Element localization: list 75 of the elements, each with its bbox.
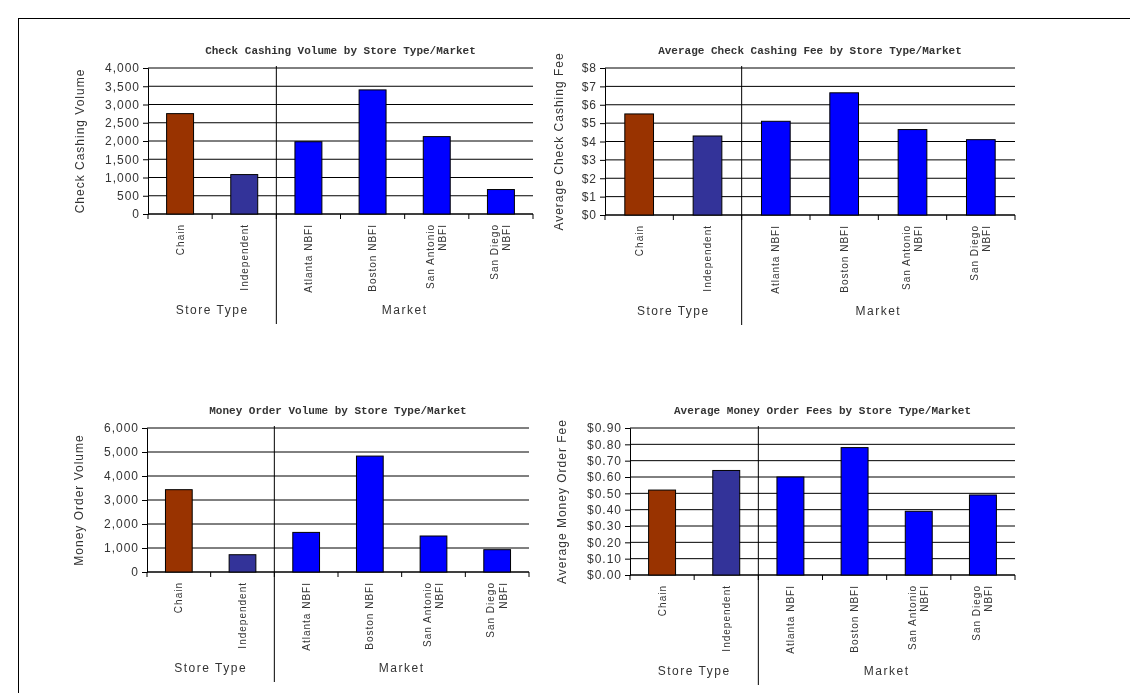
y-axis-title: Money Order Volume — [72, 434, 86, 566]
y-tick-label: $7 — [581, 79, 597, 94]
y-axis-title: Average Money Order Fee — [555, 419, 569, 584]
y-tick-label: 1,000 — [103, 541, 139, 556]
y-tick-label: $0.30 — [586, 519, 622, 534]
y-tick-label: $0.50 — [586, 486, 622, 501]
text: Market — [381, 303, 428, 317]
y-tick-label: $8 — [581, 61, 597, 76]
text: Market — [855, 304, 902, 318]
y-tick-label: $0.40 — [586, 503, 622, 518]
chart-title: Average Money Order Fees by Store Type/Market — [673, 405, 972, 417]
y-tick-label: $0.90 — [586, 421, 622, 436]
x-tick-label: Independent — [720, 585, 732, 652]
y-tick-label: 2,500 — [104, 116, 140, 131]
y-tick-label: $6 — [581, 98, 597, 113]
x-tick-label: Chain — [174, 224, 186, 256]
y-tick-label: 3,000 — [103, 493, 139, 508]
x-tick-label: San Antonio NBFI — [900, 225, 924, 290]
x-tick-label: Atlanta NBFI — [300, 582, 312, 651]
x-tick-label: Atlanta NBFI — [784, 585, 796, 654]
text: Market — [378, 661, 425, 675]
text: Store Type — [636, 304, 710, 318]
y-tick-label: $0.70 — [586, 454, 622, 469]
y-tick-label: 4,000 — [103, 469, 139, 484]
x-tick-label: San Antonio NBFI — [424, 224, 449, 289]
y-tick-label: $3 — [581, 153, 597, 168]
y-tick-label: $1 — [581, 189, 597, 204]
x-tick-label: San Diego NBFI — [970, 585, 995, 641]
y-tick-label: $0.10 — [586, 552, 622, 567]
text: Store Type — [175, 303, 249, 317]
y-tick-label: $0.20 — [586, 535, 622, 550]
text: Market — [863, 664, 910, 678]
text: Store Type — [174, 661, 248, 675]
y-tick-label: 5,000 — [103, 445, 139, 460]
y-tick-label: 0 — [131, 565, 139, 580]
chart-title: Money Order Volume by Store Type/Market — [209, 405, 467, 417]
y-tick-label: 500 — [116, 189, 140, 204]
x-tick-label: Independent — [702, 225, 713, 292]
y-tick-label: 2,000 — [104, 134, 140, 149]
x-tick-label: San Antonio NBFI — [906, 585, 931, 650]
y-tick-label: 1,500 — [104, 152, 140, 167]
x-tick-label: Independent — [237, 582, 248, 649]
x-tick-label: Chain — [656, 585, 668, 617]
y-tick-label: $0.80 — [586, 437, 622, 452]
y-tick-label: 2,000 — [103, 517, 139, 532]
y-tick-label: 4,000 — [104, 61, 140, 76]
y-tick-label: $2 — [581, 171, 597, 186]
x-tick-label: Atlanta NBFI — [302, 224, 314, 293]
text: Store Type — [657, 664, 731, 678]
y-tick-label: $0.60 — [586, 470, 622, 485]
x-tick-label: Boston NBFI — [367, 224, 379, 292]
y-tick-label: 0 — [132, 207, 140, 222]
y-tick-label: 1,000 — [104, 170, 140, 185]
x-tick-label: Chain — [633, 225, 645, 257]
y-tick-label: $4 — [581, 134, 597, 149]
y-axis-title: Check Cashing Volume — [73, 68, 87, 214]
y-tick-label: 3,500 — [104, 79, 140, 94]
y-tick-label: $5 — [581, 116, 597, 131]
x-tick-label: Boston NBFI — [838, 225, 850, 293]
y-tick-label: $0 — [581, 208, 597, 223]
chart-title: Average Check Cashing Fee by Store Type/Market — [658, 45, 962, 57]
x-tick-label: San Diego NBFI — [485, 582, 509, 638]
x-tick-label: San Diego NBFI — [488, 224, 513, 280]
x-tick-label: Atlanta NBFI — [770, 225, 782, 294]
x-tick-label: Boston NBFI — [849, 585, 861, 653]
x-tick-label: Boston NBFI — [364, 582, 376, 650]
y-axis-title: Average Check Cashing Fee — [552, 52, 566, 231]
y-tick-label: 3,000 — [104, 97, 140, 112]
x-tick-label: Chain — [173, 582, 185, 614]
y-tick-label: $0.00 — [586, 568, 622, 583]
x-tick-label: Independent — [238, 224, 250, 291]
x-tick-label: San Diego NBFI — [968, 225, 993, 281]
x-tick-label: San Antonio NBFI — [421, 582, 445, 647]
y-tick-label: 6,000 — [103, 421, 139, 436]
chart-title: Check Cashing Volume by Store Type/Market — [205, 45, 476, 57]
